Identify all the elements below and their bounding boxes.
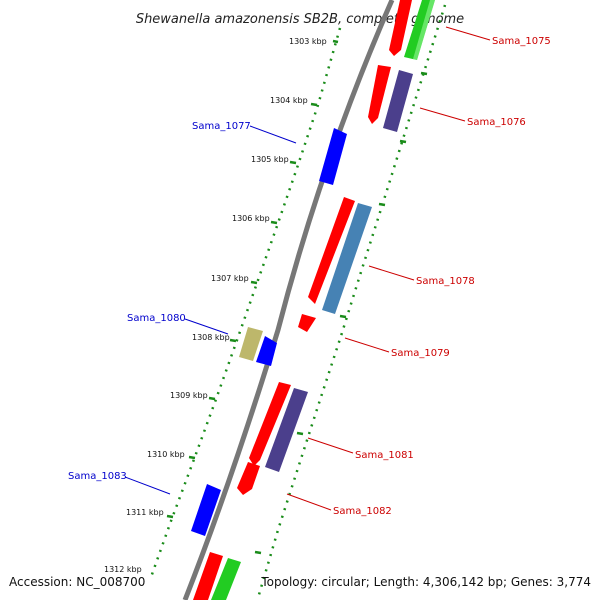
genome-summary-text: Topology: circular; Length: 4,306,142 bp… — [261, 575, 591, 589]
kbp-label-1310: 1310 kbp — [147, 450, 185, 459]
gene-label-sama-1080[interactable]: Sama_1080 — [127, 313, 186, 324]
tick-mark — [399, 139, 407, 144]
leader-line — [286, 493, 332, 511]
kbp-label-1308: 1308 kbp — [192, 333, 230, 342]
gene-arrow-red[interactable] — [368, 65, 391, 124]
tick-mark — [310, 102, 318, 107]
leader-line — [124, 476, 171, 495]
tick-mark — [254, 550, 262, 555]
accession-text: Accession: NC_008700 — [9, 575, 146, 589]
tick-mark — [378, 202, 386, 207]
tick-mark — [270, 220, 278, 225]
inner-tick-track — [256, 4, 447, 599]
gene-arrow-red[interactable] — [389, 0, 412, 56]
tick-mark — [208, 396, 216, 401]
gene-arrow-blue[interactable] — [256, 336, 277, 366]
gene-arrow-red[interactable] — [249, 382, 291, 466]
tick-mark — [250, 280, 258, 285]
gene-label-sama-1083[interactable]: Sama_1083 — [68, 471, 127, 482]
leader-line — [184, 318, 229, 335]
kbp-label-1306: 1306 kbp — [232, 214, 270, 223]
gene-labels: Sama_1075 Sama_1076 Sama_1077 Sama_1078 … — [68, 36, 551, 517]
gene-label-sama-1081[interactable]: Sama_1081 — [355, 450, 414, 461]
kbp-label-1305: 1305 kbp — [251, 155, 289, 164]
tick-mark — [289, 160, 297, 165]
gene-arrow-khaki[interactable] — [239, 327, 263, 361]
tick-mark — [229, 338, 237, 343]
gene-arrow-steelblue[interactable] — [322, 203, 372, 314]
tick-mark — [420, 71, 428, 76]
leader-line — [419, 107, 466, 122]
tick-mark — [332, 39, 339, 44]
gene-arrow-blue[interactable] — [191, 484, 221, 536]
outer-tick-track — [148, 27, 342, 581]
gene-arrow-blue[interactable] — [319, 128, 347, 185]
kbp-label-1309: 1309 kbp — [170, 391, 208, 400]
gene-arrow-green-highlight — [413, 0, 435, 60]
tick-mark — [188, 455, 196, 460]
kbp-label-1307: 1307 kbp — [211, 274, 249, 283]
kbp-tick-marks — [166, 39, 428, 555]
gene-arrow-red[interactable] — [298, 314, 316, 332]
leader-line — [344, 337, 390, 353]
gene-arrow-red[interactable] — [308, 197, 355, 304]
gene-features — [191, 0, 435, 600]
gene-label-sama-1076[interactable]: Sama_1076 — [467, 117, 526, 128]
kbp-tick-labels: 1303 kbp 1304 kbp 1305 kbp 1306 kbp 1307… — [104, 37, 327, 574]
gene-arrow-purple[interactable] — [265, 388, 308, 472]
kbp-label-1312: 1312 kbp — [104, 565, 142, 574]
kbp-label-1304: 1304 kbp — [270, 96, 308, 105]
gene-arrow-green[interactable] — [211, 558, 241, 600]
tick-mark — [166, 514, 174, 519]
gene-label-sama-1075[interactable]: Sama_1075 — [492, 36, 551, 47]
gene-arrow-red[interactable] — [237, 462, 260, 495]
gene-label-sama-1079[interactable]: Sama_1079 — [391, 348, 450, 359]
gene-label-sama-1078[interactable]: Sama_1078 — [416, 276, 475, 287]
leader-line — [307, 437, 354, 454]
gene-label-sama-1077[interactable]: Sama_1077 — [192, 121, 251, 132]
kbp-label-1311: 1311 kbp — [126, 508, 164, 517]
kbp-label-1303: 1303 kbp — [289, 37, 327, 46]
genome-backbone — [182, 0, 395, 600]
tick-mark — [296, 431, 304, 436]
gene-arrow-red[interactable] — [193, 552, 223, 600]
label-leaders — [124, 26, 491, 511]
leader-line — [249, 125, 297, 144]
tick-mark — [339, 314, 347, 319]
leader-line — [445, 26, 491, 41]
gene-label-sama-1082[interactable]: Sama_1082 — [333, 506, 392, 517]
gene-arrow-purple[interactable] — [383, 70, 413, 132]
leader-line — [368, 265, 415, 281]
